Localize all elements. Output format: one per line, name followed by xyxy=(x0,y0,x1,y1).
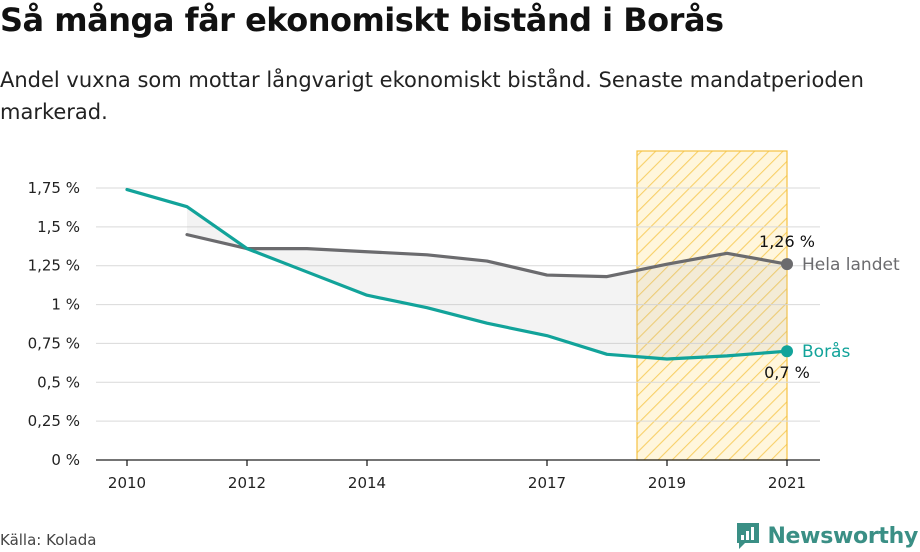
y-tick-label: 1,5 % xyxy=(37,218,80,236)
chart-subtitle: Andel vuxna som mottar långvarigt ekonom… xyxy=(0,68,864,124)
chart-title: Så många får ekonomiskt bistånd i Borås xyxy=(0,1,724,39)
series-name-hela-landet: Hela landet xyxy=(802,255,900,275)
y-tick-label: 1 % xyxy=(51,296,80,314)
series-end-value-hela-landet: 1,26 % xyxy=(759,232,815,251)
y-tick-label: 0,5 % xyxy=(37,373,80,391)
x-tick-label: 2017 xyxy=(528,474,566,492)
y-tick-label: 0 % xyxy=(51,451,80,469)
series-line-borås xyxy=(125,187,789,361)
gridlines xyxy=(96,187,820,422)
highlight-band xyxy=(637,151,787,460)
brand-logo: Newsworthy xyxy=(735,520,918,552)
series-line-hela-landet xyxy=(185,233,789,279)
series-end-value-borås: 0,7 % xyxy=(764,363,810,382)
difference-area-layer xyxy=(187,206,787,359)
series-lines xyxy=(125,187,793,361)
y-tick-label: 0,25 % xyxy=(28,412,80,430)
y-tick-label: 1,75 % xyxy=(28,179,80,197)
x-tick-label: 2019 xyxy=(648,474,686,492)
brand-name: Newsworthy xyxy=(767,523,918,549)
series-end-point-hela-landet xyxy=(781,258,793,271)
y-tick-label: 0,75 % xyxy=(28,334,80,352)
series-name-borås: Borås xyxy=(802,341,850,362)
x-tick-label: 2014 xyxy=(348,474,386,492)
axes: 0 % 0,25 % 0,5 % 0,75 % 1 % 1,25 % 1,5 % 1,75 %… xyxy=(28,179,820,492)
difference-area xyxy=(187,206,787,359)
x-tick-label: 2021 xyxy=(768,474,806,492)
highlight-layer xyxy=(636,150,788,461)
source-note: Källa: Kolada xyxy=(0,531,97,549)
series-end-point-borås xyxy=(781,345,793,358)
y-tick-label: 1,25 % xyxy=(28,257,80,275)
x-tick-label: 2012 xyxy=(228,474,266,492)
newsworthy-logo-icon xyxy=(737,523,760,549)
x-tick-label: 2010 xyxy=(108,474,146,492)
